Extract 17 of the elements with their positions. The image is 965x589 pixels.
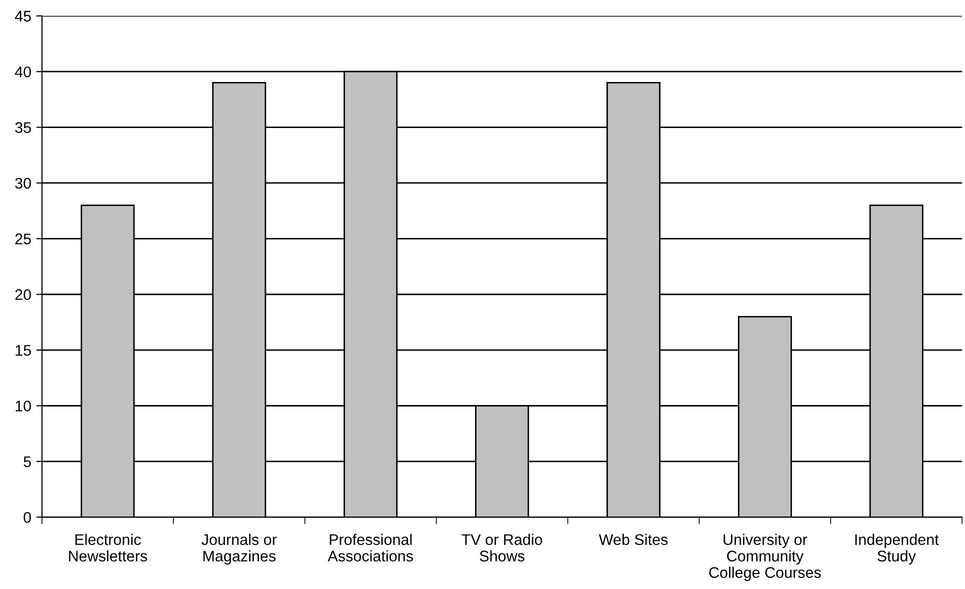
x-tick-label: Electronic Newsletters bbox=[69, 534, 148, 562]
x-tick-label: University or Community College Courses bbox=[709, 534, 821, 581]
y-tick-label: 40 bbox=[14, 66, 31, 78]
x-tick-label: TV or Radio Shows bbox=[462, 534, 542, 562]
x-tick-label: Independent Study bbox=[855, 534, 939, 565]
y-tick-label: 30 bbox=[15, 178, 31, 189]
y-tick-label: 25 bbox=[15, 234, 31, 244]
y-tick-label: 10 bbox=[16, 400, 31, 412]
y-tick-label: 20 bbox=[15, 289, 31, 300]
x-tick-label: Web Sites bbox=[598, 534, 668, 546]
x-tick-label: Professional Associations bbox=[328, 534, 413, 562]
y-tick-label: 45 bbox=[14, 10, 31, 22]
y-tick-label: 15 bbox=[16, 345, 31, 356]
y-tick-label: 0 bbox=[24, 512, 31, 523]
x-tick-label: Journals or Magazines bbox=[202, 534, 277, 565]
y-tick-label: 35 bbox=[15, 122, 31, 133]
y-tick-label: 5 bbox=[24, 456, 31, 468]
